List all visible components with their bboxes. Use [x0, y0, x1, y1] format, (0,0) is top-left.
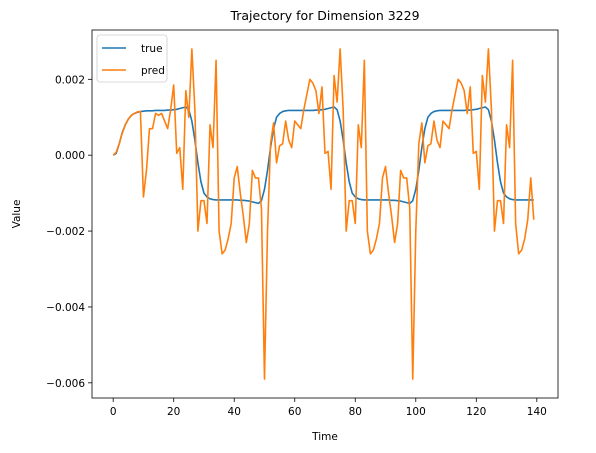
legend-label-true: true	[141, 43, 163, 55]
x-tick-label: 0	[110, 406, 117, 418]
x-axis: 0 20 40 60 80 100 120 140	[110, 398, 547, 418]
y-axis-label: Value	[11, 200, 23, 229]
x-tick-label: 40	[228, 406, 241, 418]
y-tick-label: 0.002	[55, 74, 85, 86]
x-tick-label: 60	[288, 406, 301, 418]
x-tick-label: 20	[167, 406, 180, 418]
y-axis: 0.002 0.000 −0.002 −0.004 −0.006	[46, 74, 92, 390]
chart-title: Trajectory for Dimension 3229	[229, 8, 419, 23]
y-tick-label: −0.004	[46, 302, 85, 314]
x-tick-label: 120	[466, 406, 486, 418]
x-tick-label: 100	[406, 406, 426, 418]
y-tick-label: −0.002	[46, 226, 85, 238]
series-layer	[112, 48, 535, 380]
y-tick-label: −0.006	[46, 378, 85, 390]
x-axis-label: Time	[311, 431, 338, 443]
plot-frame	[91, 29, 559, 399]
x-tick-label: 80	[349, 406, 362, 418]
legend: true pred	[96, 34, 168, 83]
series-line-pred	[112, 48, 535, 380]
y-tick-label: 0.000	[55, 150, 85, 162]
legend-label-pred: pred	[141, 65, 165, 77]
x-tick-label: 140	[527, 406, 547, 418]
